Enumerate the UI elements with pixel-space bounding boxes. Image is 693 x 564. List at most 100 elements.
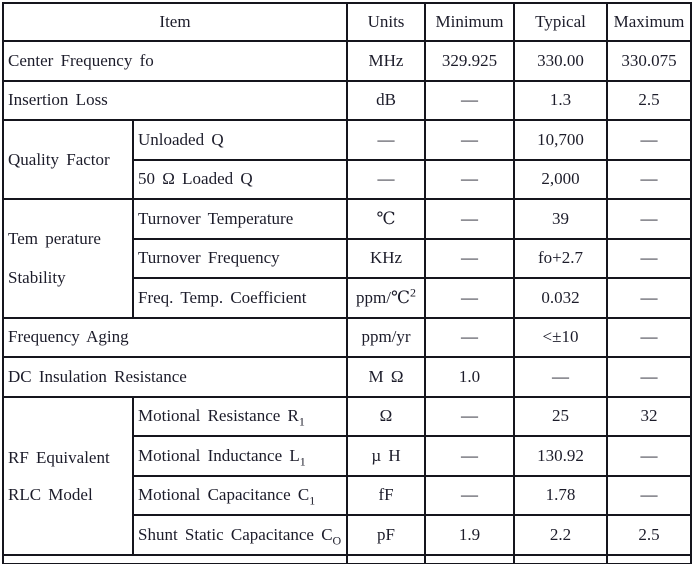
maximum-cell: — [606,158,692,200]
col-header-maximum: Maximum [606,2,692,42]
col-header-minimum: Minimum [424,2,515,42]
item-subscript: 1 [298,414,305,429]
maximum-cell: — [606,119,692,161]
group-line-2: RLC Model [8,484,93,504]
units-cell: dB [346,79,426,121]
units-cell: Ω [346,395,426,437]
item-cell: Center Frequency fo [2,40,348,82]
row-unloaded-q: Quality Factor Unloaded Q — — 10,700 — [2,119,692,200]
maximum-cell: — [606,277,692,319]
group-line-1: Tem perature [8,228,101,248]
maximum-cell: 32 [606,395,692,437]
item-text: Motional Resistance R [138,406,299,426]
typical-cell: <±10 [513,316,608,358]
row-motional-capacitance: Motional Capacitance C1 fF — 1.78 — [3,474,692,516]
typical-cell: 39 [513,198,608,240]
item-cell: Turnover Temperature [132,198,348,240]
group-cell-quality-factor: Quality Factor [2,119,134,200]
maximum-cell: — [606,474,692,516]
row-frequency-aging: Frequency Aging ppm/yr — <±10 — [2,316,692,358]
item-cell: DC Insulation Resistance [2,356,348,398]
item-cell [2,553,348,564]
row-center-frequency: Center Frequency fo MHz 329.925 330.00 3… [2,40,692,82]
typical-cell: 2,000 [513,158,608,200]
row-turnover-frequency: Turnover Frequency KHz — fo+2.7 — [3,237,692,279]
units-cell: µ H [346,435,426,477]
minimum-cell: — [424,198,515,240]
minimum-cell: — [424,237,515,279]
typical-cell: 330.00 [513,40,608,82]
item-text: Motional Capacitance C [138,485,310,505]
minimum-cell: — [424,158,515,200]
units-cell: — [346,158,426,200]
units-text: ppm/℃ [356,287,410,307]
row-shunt-static-capacitance: Shunt Static Capacitance CO pF 1.9 2.2 2… [3,514,692,556]
row-dc-insulation-resistance: DC Insulation Resistance M Ω 1.0 — — [2,356,692,398]
group-line-1: RF Equivalent [8,447,110,467]
item-subscript: O [332,533,342,548]
units-cell: — [346,119,426,161]
item-subscript: 1 [309,493,316,508]
minimum-cell: 1.0 [424,356,515,398]
col-header-typical: Typical [513,2,608,42]
group-cell-temperature-stability: Tem perature Stability [2,198,134,319]
units-superscript: 2 [409,285,416,300]
typical-cell: — [513,356,608,398]
item-cell: Motional Inductance L1 [132,435,348,477]
typical-cell: 2.2 [513,514,608,556]
units-cell: KHz [346,237,426,279]
units-cell: fF [346,474,426,516]
units-cell: pF [346,514,426,556]
typical-cell [513,553,608,564]
item-text: Motional Inductance L [138,445,300,465]
minimum-cell: — [424,316,515,358]
group-cell-rf-rlc-model: RF Equivalent RLC Model [2,395,134,556]
units-cell: ℃ [346,198,426,240]
units-cell [346,553,426,564]
row-freq-temp-coefficient: Freq. Temp. Coefficient ppm/℃2 — 0.032 — [3,277,692,319]
minimum-cell: — [424,395,515,437]
typical-cell: 1.78 [513,474,608,516]
item-cell: Motional Resistance R1 [132,395,348,437]
row-insertion-loss: Insertion Loss dB — 1.3 2.5 [2,79,692,121]
maximum-cell: 2.5 [606,79,692,121]
maximum-cell: 2.5 [606,514,692,556]
item-cell: Motional Capacitance C1 [132,474,348,516]
row-turnover-temperature: Tem perature Stability Turnover Temperat… [2,198,692,319]
minimum-cell: — [424,435,515,477]
typical-cell: 1.3 [513,79,608,121]
maximum-cell: — [606,198,692,240]
maximum-cell: — [606,316,692,358]
item-cell: Insertion Loss [2,79,348,121]
units-cell: ppm/yr [346,316,426,358]
typical-cell: 25 [513,395,608,437]
minimum-cell: — [424,277,515,319]
item-cell: Unloaded Q [132,119,348,161]
row-loaded-q: 50 Ω Loaded Q — — 2,000 — [3,158,692,200]
maximum-cell [606,553,692,564]
maximum-cell: 330.075 [606,40,692,82]
units-cell: MHz [346,40,426,82]
item-cell: Turnover Frequency [132,237,348,279]
row-motional-inductance: Motional Inductance L1 µ H — 130.92 — [3,435,692,477]
typical-cell: fo+2.7 [513,237,608,279]
item-cell: 50 Ω Loaded Q [132,158,348,200]
item-cell: Shunt Static Capacitance CO [132,514,348,556]
maximum-cell: — [606,435,692,477]
col-header-units: Units [346,2,426,42]
minimum-cell: 1.9 [424,514,515,556]
minimum-cell: — [424,119,515,161]
item-cell: Freq. Temp. Coefficient [132,277,348,319]
item-cell: Frequency Aging [2,316,348,358]
header-row: Item Units Minimum Typical Maximum [2,2,692,42]
row-motional-resistance: RF Equivalent RLC Model Motional Resista… [2,395,692,556]
group-line-2: Stability [8,268,66,288]
row-partial-cutoff [2,553,692,564]
maximum-cell: — [606,356,692,398]
typical-cell: 0.032 [513,277,608,319]
typical-cell: 10,700 [513,119,608,161]
maximum-cell: — [606,237,692,279]
minimum-cell: — [424,474,515,516]
